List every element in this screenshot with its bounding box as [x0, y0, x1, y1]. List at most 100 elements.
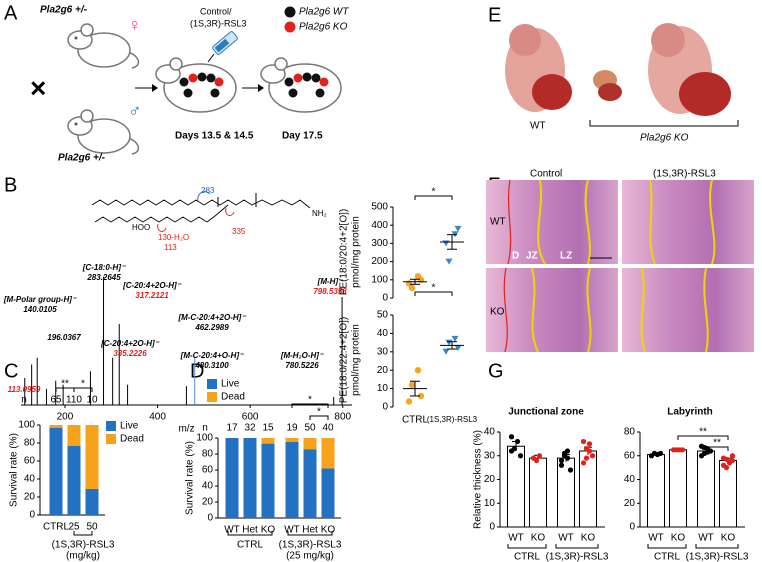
step-label: Day 17.5 [282, 131, 323, 142]
x-axis-label: m/z [178, 424, 194, 435]
x-tick-label: KO [721, 533, 736, 544]
bar-segment [285, 442, 299, 518]
n-value: 110 [66, 395, 82, 406]
group-label: (mg/kg) [66, 551, 100, 562]
data-point [729, 453, 736, 459]
data-point [558, 457, 565, 464]
bar-segment [67, 425, 81, 446]
y-tick-label: 20 [484, 474, 496, 485]
column-label: Control [530, 169, 562, 180]
n-value: 17 [226, 423, 238, 434]
column-label: (1S,3R)-RSL3 [653, 169, 716, 180]
ion-label: [M-Polar group-H]⁻ [3, 295, 77, 304]
data-point [580, 438, 587, 445]
n-value: 15 [262, 423, 274, 434]
y-tick-label: 20 [202, 497, 214, 508]
group-label: CTRL [237, 540, 264, 551]
histology-images [486, 179, 754, 353]
n-label: n [21, 395, 27, 406]
pregnant-mouse [260, 57, 342, 113]
data-point [517, 453, 524, 459]
data-point [729, 457, 736, 464]
arrow-head [258, 84, 264, 92]
data-point [580, 460, 587, 466]
panel-label: A [4, 2, 18, 24]
x-tick-label: CTRL [43, 522, 70, 533]
group-label: CTRL [514, 552, 541, 562]
row-label: WT [490, 217, 506, 228]
treatment-label: (1S,3R)-RSL3 [190, 18, 247, 28]
x-tick-label: WT [698, 533, 714, 544]
group-label: (1S,3R)-RSL3 [279, 540, 342, 551]
y-tick-label: 20 [377, 365, 389, 376]
significance-bracket [705, 446, 729, 451]
panel-label: G [488, 360, 504, 382]
data-point [408, 284, 416, 292]
y-tick-label: 60 [24, 456, 36, 467]
data-point [445, 339, 453, 346]
cross-symbol: × [30, 72, 46, 103]
peak-label: 140.0105 [23, 305, 57, 314]
group-bracket [227, 531, 273, 536]
data-point [723, 456, 730, 462]
data-point [583, 455, 590, 461]
bar-segment [285, 438, 299, 442]
x-tick-label: WT [284, 525, 300, 536]
y-tick-label: 40 [624, 474, 636, 485]
ion-label: [M-H]⁻ [317, 277, 343, 286]
peak-label: 462.2989 [194, 323, 229, 332]
x-tick-label: KO [531, 533, 546, 544]
data-point [508, 434, 515, 440]
peak-label: 780.5226 [285, 361, 319, 370]
y-tick-label: 10 [484, 498, 496, 509]
n-value: 50 [304, 423, 316, 434]
legend-swatch [284, 6, 296, 18]
arrow-head [152, 84, 158, 92]
x-tick-label: WT [224, 525, 240, 536]
peak-label: 283.2645 [86, 273, 121, 282]
ion-label: [M-H₂O-H]⁻ [280, 351, 324, 360]
zone-label: JZ [526, 251, 538, 262]
y-tick-label: 100 [18, 420, 35, 431]
data-point [679, 447, 686, 453]
group-bracket [555, 544, 599, 549]
male-symbol: ♂ [128, 101, 142, 121]
ion-label: [M-C-20:4+2O-H]⁻ [177, 313, 246, 322]
peak-label: 335.2226 [113, 349, 147, 358]
data-point [698, 453, 705, 459]
parent-label: Pla2g6 +/- [58, 153, 106, 164]
group-bracket [507, 544, 547, 549]
x-tick-label: Het [302, 525, 318, 536]
data-point [414, 367, 422, 374]
y-tick-label: 300 [371, 238, 388, 249]
peak-label: 798.5358 [313, 287, 347, 296]
data-point [451, 335, 459, 342]
x-tick-label: KO [671, 533, 686, 544]
legend-label: Dead [120, 434, 144, 445]
x-tick-label: 400 [149, 412, 166, 423]
y-tick-label: 80 [202, 449, 214, 460]
bar [719, 460, 737, 528]
y-tick-label: 100 [196, 433, 213, 444]
bar-segment [225, 438, 239, 518]
n-label: n [202, 423, 208, 434]
data-point [408, 381, 416, 389]
structure-label: HOO [132, 223, 150, 232]
panel-label: C [4, 360, 18, 382]
legend-label: Dead [221, 392, 245, 403]
pregnant-mouse [155, 57, 237, 113]
significance-label: * [317, 407, 321, 418]
x-tick-label: KO [581, 533, 596, 544]
y-tick-label: 500 [371, 202, 388, 213]
row-label: KO [490, 307, 505, 318]
x-tick-label: 600 [242, 412, 259, 423]
bar-segment [243, 438, 257, 518]
group-bracket [695, 544, 739, 549]
structure-label: 113 [164, 243, 177, 252]
ion-label: [C-20:4+2O-H]⁻ [100, 339, 160, 348]
group-label: (1S,3R)-RSL3 [52, 540, 115, 551]
ion-label: [C-20:4+2O-H]⁻ [122, 281, 182, 290]
x-tick-label: KO [261, 525, 276, 536]
bracket [589, 120, 739, 127]
y-tick-label: 0 [29, 510, 35, 521]
